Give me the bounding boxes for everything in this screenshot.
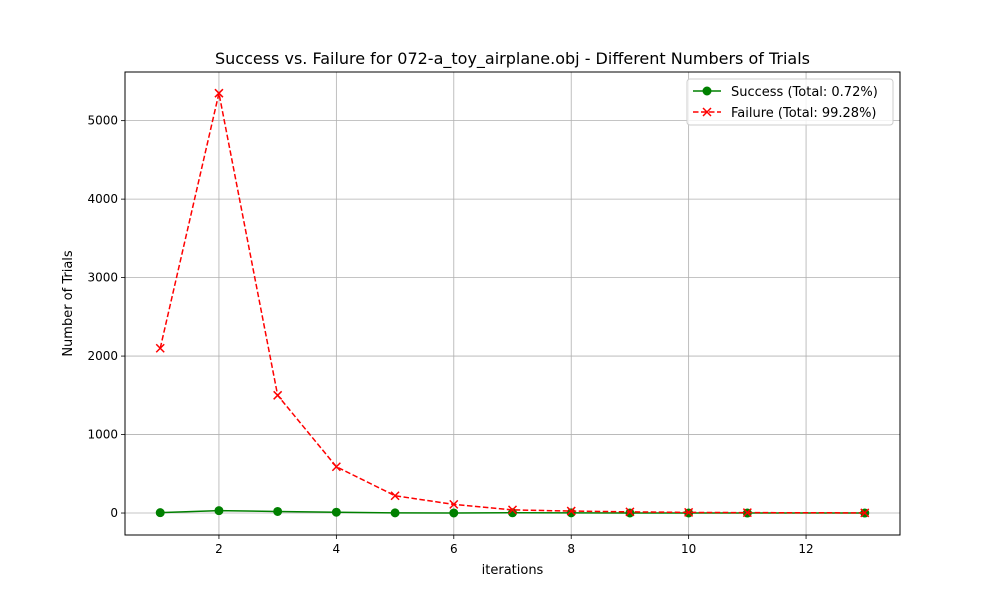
data-point-failure bbox=[331, 462, 341, 472]
x-tick-label: 4 bbox=[333, 542, 341, 556]
legend-marker-failure bbox=[702, 107, 712, 117]
data-point-success bbox=[508, 508, 517, 518]
data-point-success bbox=[273, 506, 283, 516]
data-point-failure bbox=[390, 491, 400, 501]
x-axis-label: iterations bbox=[482, 563, 544, 578]
y-tick-label: 3000 bbox=[87, 271, 118, 285]
legend-marker-failure bbox=[702, 107, 712, 117]
series-failure bbox=[155, 88, 870, 518]
data-point-failure bbox=[507, 505, 518, 515]
data-point-success bbox=[155, 508, 165, 518]
data-point-failure bbox=[742, 508, 752, 518]
data-point-failure bbox=[449, 499, 459, 509]
y-axis-ticks: 0 1000 2000 3000 4000 5000 bbox=[87, 114, 125, 520]
data-point-failure bbox=[860, 508, 870, 518]
x-tick-label: 8 bbox=[567, 542, 575, 556]
data-point-success bbox=[331, 507, 341, 517]
series-line-success bbox=[160, 509, 865, 514]
data-point-success bbox=[390, 508, 400, 518]
legend-label-success: Success (Total: 0.72%) bbox=[731, 85, 878, 100]
x-tick-label: 10 bbox=[681, 542, 696, 556]
y-tick-label: 5000 bbox=[87, 114, 118, 128]
data-point-success bbox=[625, 508, 635, 518]
plot-area-frame bbox=[124, 71, 901, 536]
x-tick-label: 2 bbox=[215, 542, 223, 556]
legend-marker-success bbox=[702, 86, 712, 96]
data-point-failure bbox=[566, 506, 576, 516]
legend: Success (Total: 0.72%) Failure (Total: 9… bbox=[686, 78, 894, 126]
legend-entry-failure: Failure (Total: 99.28%) bbox=[693, 106, 877, 121]
y-tick-label: 4000 bbox=[87, 192, 118, 206]
series-line-failure bbox=[159, 93, 865, 514]
data-point-success bbox=[449, 508, 459, 518]
legend-label-failure: Failure (Total: 99.28%) bbox=[731, 106, 877, 121]
x-tick-label: 6 bbox=[450, 542, 458, 556]
series-layer bbox=[155, 88, 870, 518]
legend-marker-success bbox=[702, 86, 712, 96]
y-tick-label: 1000 bbox=[87, 428, 118, 442]
y-axis-label: Number of Trials bbox=[61, 250, 76, 357]
x-tick-label: 12 bbox=[798, 542, 813, 556]
legend-frame bbox=[686, 78, 894, 126]
data-point-failure bbox=[625, 507, 635, 517]
y-tick-label: 2000 bbox=[87, 349, 118, 363]
legend-entry-success: Success (Total: 0.72%) bbox=[693, 85, 878, 100]
data-point-success bbox=[214, 506, 224, 516]
data-point-failure bbox=[273, 390, 283, 400]
chart-title: Success vs. Failure for 072-a_toy_airpla… bbox=[215, 49, 810, 69]
y-tick-label: 0 bbox=[110, 506, 118, 520]
data-point-failure bbox=[684, 507, 694, 517]
data-point-failure bbox=[214, 88, 224, 98]
data-point-failure bbox=[155, 343, 165, 353]
x-axis-ticks: 2 4 6 8 10 12 bbox=[215, 535, 814, 556]
